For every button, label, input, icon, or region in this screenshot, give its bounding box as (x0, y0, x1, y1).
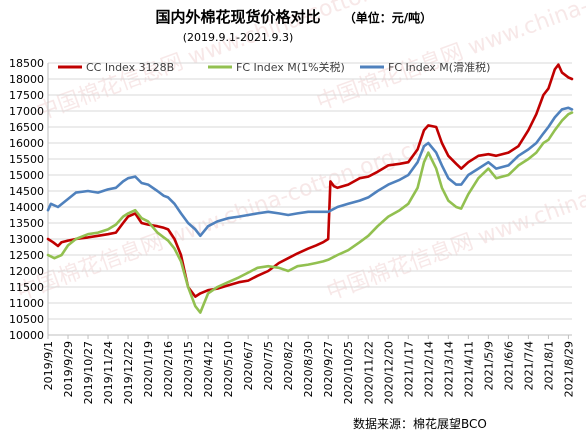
chart-unit: （单位：元/吨） (344, 10, 432, 25)
y-axis: 10000 10500 11000 11500 12000 12500 13000 13500… (9, 57, 572, 342)
y-tick-label: 11000 (9, 297, 44, 310)
x-tick-label: 2021/3/14 (442, 341, 455, 397)
x-tick-label: 2020/1/19 (142, 341, 155, 397)
watermark-layer: 中国棉花信息网 www.china-cotton.org.cn 中国棉花信息网 … (14, 0, 586, 306)
x-tick-label: 2020/4/12 (202, 341, 215, 397)
x-axis: 2019/9/1 2019/9/29 2019/10/27 2019/11/24 201… (42, 335, 575, 404)
y-tick-label: 18000 (9, 73, 44, 86)
y-tick-label: 10000 (9, 329, 44, 342)
source-note: 数据来源：棉花展望BCO (353, 416, 487, 431)
chart-title: 国内外棉花现货价格对比 (155, 8, 320, 26)
y-tick-label: 14000 (9, 201, 44, 214)
x-tick-label: 2019/10/27 (82, 341, 95, 404)
series-line-1 (46, 63, 574, 298)
y-tick-label: 16500 (9, 121, 44, 134)
x-tick-label: 2020/7/5 (262, 341, 275, 390)
x-tick-label: 2020/3/15 (182, 341, 195, 397)
x-tick-label: 2020/12/20 (382, 341, 395, 404)
x-tick-label: 2020/8/2 (282, 341, 295, 390)
x-tick-label: 2021/5/9 (482, 341, 495, 390)
x-tick-label: 2019/12/22 (122, 341, 135, 404)
x-tick-label: 2020/5/10 (222, 341, 235, 397)
y-tick-label: 12500 (9, 249, 44, 262)
y-tick-label: 17500 (9, 89, 44, 102)
x-tick-label: 2021/2/14 (422, 341, 435, 397)
x-tick-label: 2021/1/17 (402, 341, 415, 397)
x-tick-label: 2019/9/1 (42, 341, 55, 390)
y-tick-label: 14500 (9, 185, 44, 198)
y-tick-label: 15000 (9, 169, 44, 182)
y-tick-label: 10500 (9, 313, 44, 326)
x-tick-label: 2020/9/27 (322, 341, 335, 397)
legend: CC Index 3128B FC Index M(1%关税) FC Index M… (58, 60, 490, 74)
x-tick-label: 2020/11/22 (362, 341, 375, 404)
y-tick-label: 17000 (9, 105, 44, 118)
x-tick-label: 2021/6/6 (502, 341, 515, 390)
y-tick-label: 16000 (9, 137, 44, 150)
x-tick-label: 2019/11/24 (102, 341, 115, 404)
x-tick-label: 2021/8/29 (562, 341, 575, 397)
y-tick-label: 18500 (9, 57, 44, 70)
y-tick-label: 13000 (9, 233, 44, 246)
y-tick-label: 11500 (9, 281, 44, 294)
x-tick-label: 2020/10/25 (342, 341, 355, 404)
x-tick-label: 2021/7/4 (522, 341, 535, 390)
legend-label: FC Index M(1%关税) (236, 60, 345, 74)
x-tick-label: 2019/9/29 (62, 341, 75, 397)
legend-label: FC Index M(滑准税) (388, 60, 490, 74)
y-tick-label: 13500 (9, 217, 44, 230)
y-tick-label: 12000 (9, 265, 44, 278)
series-layer (46, 63, 574, 314)
x-tick-label: 2020/6/7 (242, 341, 255, 390)
x-tick-label: 2021/4/11 (462, 341, 475, 397)
x-tick-label: 2020/2/16 (162, 341, 175, 397)
y-tick-label: 15500 (9, 153, 44, 166)
series-line-2 (46, 111, 574, 314)
legend-label: CC Index 3128B (86, 61, 174, 74)
chart-subtitle: (2019.9.1-2021.9.3) (183, 31, 294, 44)
x-tick-label: 2020/8/30 (302, 341, 315, 397)
series-line-3 (46, 106, 574, 238)
x-tick-label: 2021/8/1 (542, 341, 555, 390)
